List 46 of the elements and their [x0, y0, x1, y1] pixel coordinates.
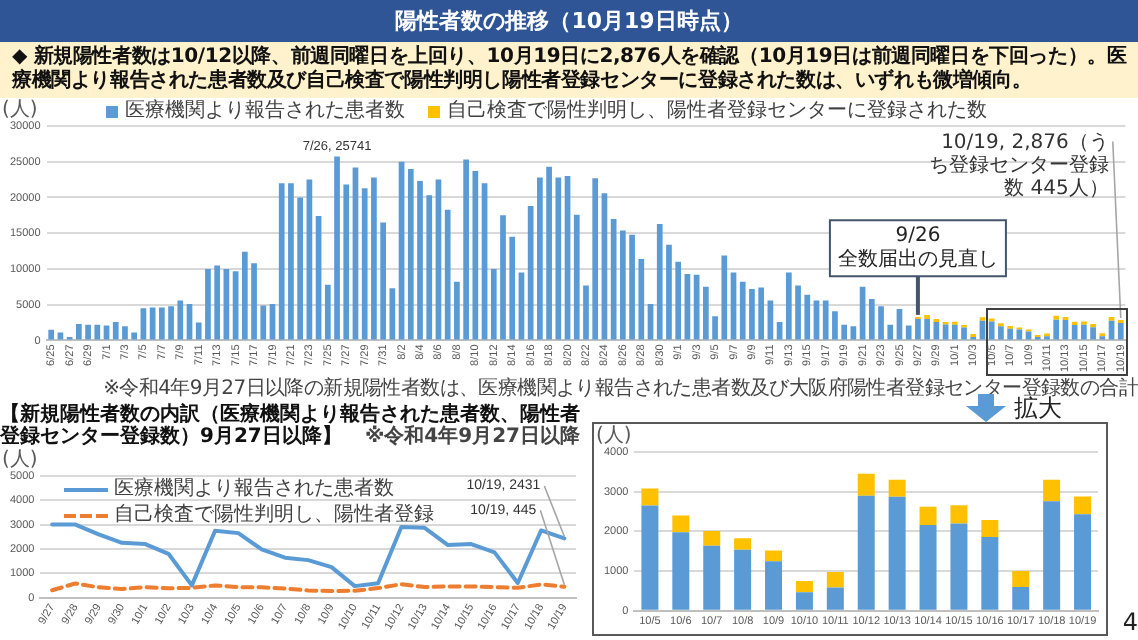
- bar: [888, 479, 906, 497]
- bar: [1012, 586, 1030, 610]
- bar: [672, 515, 690, 533]
- legend-label: 自己検査で陽性判明し、陽性者登録センターに登録された数: [446, 100, 987, 122]
- bar: [795, 592, 813, 610]
- bar: [950, 523, 968, 610]
- bar: [1012, 571, 1030, 587]
- bar: [734, 538, 752, 550]
- bar: [1074, 496, 1092, 515]
- bar: [703, 545, 721, 610]
- bar: [857, 495, 875, 610]
- legend-label: 医療機関より報告された患者数: [124, 100, 405, 122]
- bar: [1074, 514, 1092, 610]
- y-axis-title: (人): [596, 425, 632, 448]
- chart-title: 陽性者数の推移（10月19日時点）: [0, 0, 1138, 42]
- bar: [919, 506, 937, 526]
- bar: [888, 496, 906, 610]
- bar: [734, 549, 752, 610]
- text: 4: [1122, 608, 1138, 636]
- annotation: 10/19, 2,876（うち登録センター登録数 445人）: [928, 132, 1109, 201]
- bar: [826, 571, 844, 588]
- text: 拡大: [1014, 394, 1062, 422]
- bar: [48, 329, 55, 340]
- bar: [1043, 479, 1061, 502]
- bar: [703, 531, 721, 546]
- chart-subtitle: ◆ 新規陽性者数は10/12以降、前週同曜日を上回り、10月19日に2,876人を確認（10月19日は前週同曜日を下回った）。医療機関より報告された患者数及び自己検査で陽性判明し陽性者登録センターに登録された数は、いずれも微増傾向。: [0, 42, 1138, 98]
- bar: [950, 505, 968, 524]
- y-axis-title: (人): [2, 99, 38, 122]
- bar: [765, 561, 783, 610]
- bar: [641, 488, 659, 506]
- text: ※令和4年9月27日以降: [364, 426, 580, 448]
- bar: [857, 473, 875, 496]
- bar: [981, 536, 999, 610]
- bar: [981, 519, 999, 537]
- bar: [765, 550, 783, 562]
- bar: [1117, 323, 1124, 340]
- legend-label: 自己検査で陽性判明し、陽性者登録: [114, 504, 435, 526]
- bar: [795, 581, 813, 593]
- bar: [826, 587, 844, 610]
- ref-line-label: 9/26 全数届出の見直し: [837, 225, 998, 272]
- legend-label: 医療機関より報告された患者数: [114, 478, 395, 500]
- bar: [919, 525, 937, 610]
- bar: [641, 505, 659, 610]
- y-axis-title: (人): [2, 449, 38, 472]
- bar: [1043, 501, 1061, 610]
- bar: [672, 532, 690, 610]
